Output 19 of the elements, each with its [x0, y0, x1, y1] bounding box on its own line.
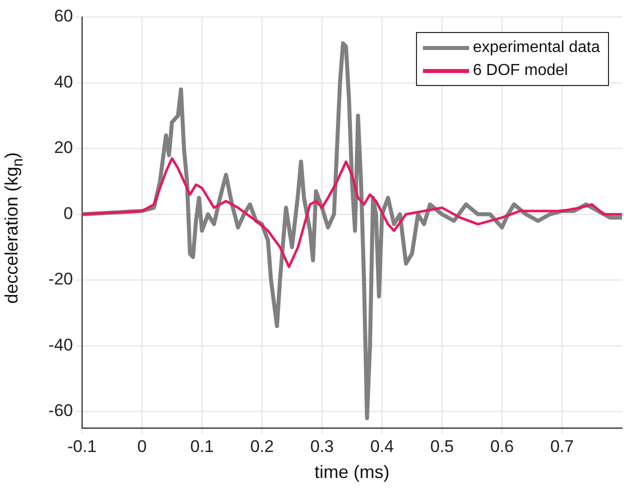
y-tick-label: -40: [48, 335, 73, 354]
y-tick-label: -20: [48, 270, 73, 289]
y-tick-label: 60: [54, 6, 73, 26]
x-tick-label: 0.7: [550, 436, 574, 456]
x-tick-label: 0.1: [190, 436, 214, 456]
legend-label: 6 DOF model: [472, 62, 568, 80]
x-tick-label: -0.1: [67, 436, 97, 456]
x-axis-title: time (ms): [314, 462, 390, 482]
x-tick-label: 0.5: [430, 436, 454, 456]
y-tick-label: 40: [54, 72, 73, 92]
x-tick-label: 0.2: [250, 436, 274, 456]
y-tick-label: 20: [54, 138, 73, 158]
x-tick-label: 0.3: [310, 436, 334, 456]
legend-label: experimental data: [472, 38, 600, 56]
y-tick-label: 0: [64, 204, 73, 223]
x-tick-label: 0.4: [370, 436, 394, 456]
x-tick-label: 0.6: [490, 436, 514, 456]
x-tick-label: 0: [137, 436, 147, 456]
y-tick-label: -60: [48, 401, 73, 420]
